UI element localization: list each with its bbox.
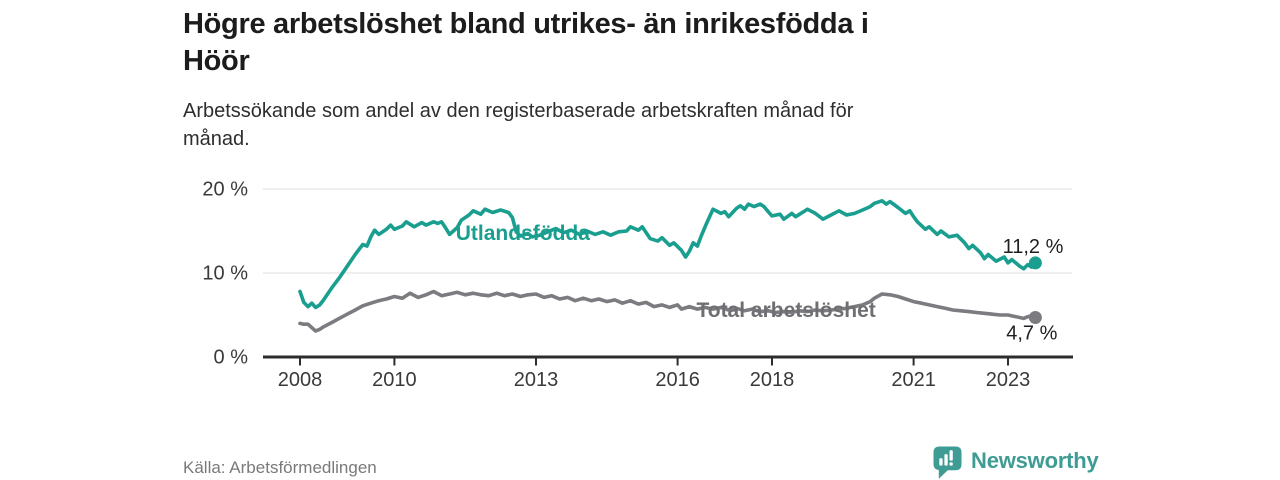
series-label-total-arbetslöshet: Total arbetslöshet	[696, 299, 875, 322]
chart-subtitle-line-2: månad.	[183, 128, 250, 150]
newsworthy-speech-bubble-bar-chart-icon	[933, 446, 962, 479]
end-dot-total-arbetsl-shet	[1028, 311, 1042, 325]
y-tick-label-20: 20 %	[202, 179, 248, 201]
chart-subtitle: Arbetssökande som andel av den registerb…	[183, 97, 853, 153]
series-line-total-arbetsl-shet	[298, 289, 1038, 333]
x-tick-label-2018: 2018	[750, 369, 795, 391]
source-label: Källa: Arbetsförmedlingen	[183, 458, 377, 477]
page-title-line-1: Högre arbetslöshet bland utrikes- än inr…	[183, 8, 869, 40]
end-value-label-utlandsf-dda: 11,2 %	[1003, 236, 1064, 258]
page-title: Högre arbetslöshet bland utrikes- än inr…	[183, 6, 869, 80]
end-value-label-total-arbetsl-shet: 4,7 %	[1006, 323, 1057, 345]
brand-name: Newsworthy	[971, 448, 1099, 473]
end-dot-utlandsf-dda	[1028, 256, 1042, 270]
x-tick-label-2010: 2010	[372, 369, 417, 391]
chart-subtitle-line-1: Arbetssökande som andel av den registerb…	[183, 100, 854, 122]
series-label-utlandsfödda: Utlandsfödda	[456, 222, 590, 245]
x-tick-label-2021: 2021	[891, 369, 936, 391]
series-line-utlandsf-dda	[298, 199, 1038, 310]
brand-logo: Newsworthy	[933, 446, 1099, 480]
y-tick-label-0: 0 %	[214, 347, 249, 369]
x-tick-label-2013: 2013	[514, 369, 559, 391]
page-title-line-2: Höör	[183, 45, 250, 77]
y-tick-label-10: 10 %	[202, 263, 248, 285]
x-tick-label-2008: 2008	[278, 369, 323, 391]
x-tick-label-2016: 2016	[655, 369, 700, 391]
x-tick-label-2023: 2023	[986, 369, 1031, 391]
